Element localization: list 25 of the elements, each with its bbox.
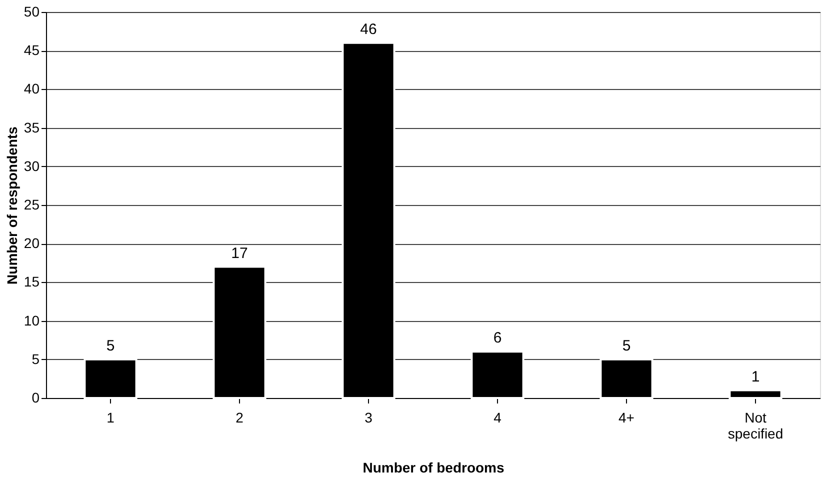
x-tick-label: 4+: [618, 410, 634, 426]
x-tick-label: 4: [494, 410, 502, 426]
y-tick-label: 30: [24, 158, 40, 174]
y-tick-label: 35: [24, 119, 40, 136]
y-tick-label: 5: [32, 350, 40, 367]
y-tick-label: 20: [24, 235, 40, 252]
x-tick-label: Not specified: [728, 410, 784, 442]
y-tick-label: 40: [24, 80, 40, 97]
y-tick-label: 10: [24, 312, 40, 328]
data-label: 5: [622, 337, 631, 354]
x-tick-label: 3: [364, 410, 373, 426]
x-tick-label: 2: [236, 410, 244, 426]
y-axis-title: Number of respondents: [4, 126, 20, 284]
y-tick-label: 50: [24, 4, 40, 20]
y-tick-label: 45: [24, 42, 40, 58]
data-label: 46: [360, 20, 377, 38]
y-tick-label: 15: [24, 274, 40, 290]
y-tick-label: 25: [24, 196, 40, 212]
data-label: 1: [751, 368, 760, 386]
x-tick-label: 1: [106, 410, 115, 426]
data-label: 5: [106, 337, 115, 354]
x-axis-title: Number of bedrooms: [362, 460, 504, 476]
y-tick-label: 0: [32, 390, 40, 406]
data-label: 17: [231, 244, 248, 262]
data-label: 6: [493, 330, 502, 347]
